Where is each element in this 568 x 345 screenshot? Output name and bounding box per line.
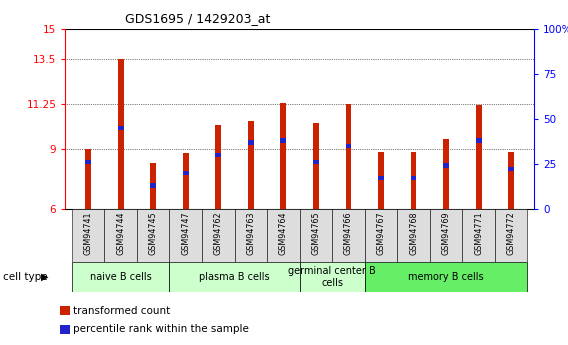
Bar <box>378 176 384 180</box>
Bar <box>345 104 352 209</box>
Text: GSM94765: GSM94765 <box>311 211 320 255</box>
Bar <box>411 152 416 209</box>
Bar <box>183 153 189 209</box>
Text: GSM94768: GSM94768 <box>409 211 418 255</box>
Bar <box>495 209 528 262</box>
Text: plasma B cells: plasma B cells <box>199 272 270 282</box>
Bar <box>183 171 189 175</box>
Bar <box>151 163 156 209</box>
Bar <box>215 125 221 209</box>
Bar <box>475 105 482 209</box>
Bar <box>462 209 495 262</box>
Text: naive B cells: naive B cells <box>90 272 152 282</box>
Bar <box>85 160 91 164</box>
Bar <box>300 262 365 292</box>
Bar <box>202 209 235 262</box>
Text: GDS1695 / 1429203_at: GDS1695 / 1429203_at <box>125 12 270 25</box>
Text: ▶: ▶ <box>41 272 48 282</box>
Bar <box>332 209 365 262</box>
Bar <box>397 209 430 262</box>
Text: GSM94741: GSM94741 <box>83 211 93 255</box>
Bar <box>169 262 300 292</box>
Text: GSM94766: GSM94766 <box>344 211 353 255</box>
Text: GSM94762: GSM94762 <box>214 211 223 255</box>
Bar <box>365 262 528 292</box>
Text: GSM94771: GSM94771 <box>474 211 483 255</box>
Text: GSM94744: GSM94744 <box>116 211 125 255</box>
Text: GSM94745: GSM94745 <box>149 211 158 255</box>
Bar <box>430 209 462 262</box>
Text: GSM94767: GSM94767 <box>377 211 386 255</box>
Text: memory B cells: memory B cells <box>408 272 484 282</box>
Text: cell type: cell type <box>3 272 48 282</box>
Bar <box>72 262 169 292</box>
Bar <box>151 183 156 188</box>
Text: transformed count: transformed count <box>73 306 170 315</box>
Bar <box>300 209 332 262</box>
Bar <box>508 167 514 171</box>
Bar <box>267 209 300 262</box>
Bar <box>137 209 169 262</box>
Bar <box>169 209 202 262</box>
Bar <box>118 126 124 130</box>
Text: GSM94747: GSM94747 <box>181 211 190 255</box>
Text: GSM94772: GSM94772 <box>507 211 516 255</box>
Bar <box>248 140 254 145</box>
Text: GSM94764: GSM94764 <box>279 211 288 255</box>
Bar <box>235 209 267 262</box>
Bar <box>475 138 482 143</box>
Bar <box>345 144 352 148</box>
Bar <box>105 209 137 262</box>
Bar <box>281 138 286 143</box>
Bar <box>215 153 221 157</box>
Text: percentile rank within the sample: percentile rank within the sample <box>73 325 249 334</box>
Bar <box>443 139 449 209</box>
Text: germinal center B
cells: germinal center B cells <box>289 266 376 288</box>
Bar <box>72 209 105 262</box>
Bar <box>85 149 91 209</box>
Bar <box>365 209 397 262</box>
Bar <box>248 121 254 209</box>
Bar <box>313 123 319 209</box>
Text: GSM94769: GSM94769 <box>441 211 450 255</box>
Text: GSM94763: GSM94763 <box>247 211 255 255</box>
Bar <box>411 176 416 180</box>
Bar <box>313 160 319 164</box>
Bar <box>443 164 449 168</box>
Bar <box>378 152 384 209</box>
Bar <box>281 103 286 209</box>
Bar <box>508 152 514 209</box>
Bar <box>118 59 124 209</box>
